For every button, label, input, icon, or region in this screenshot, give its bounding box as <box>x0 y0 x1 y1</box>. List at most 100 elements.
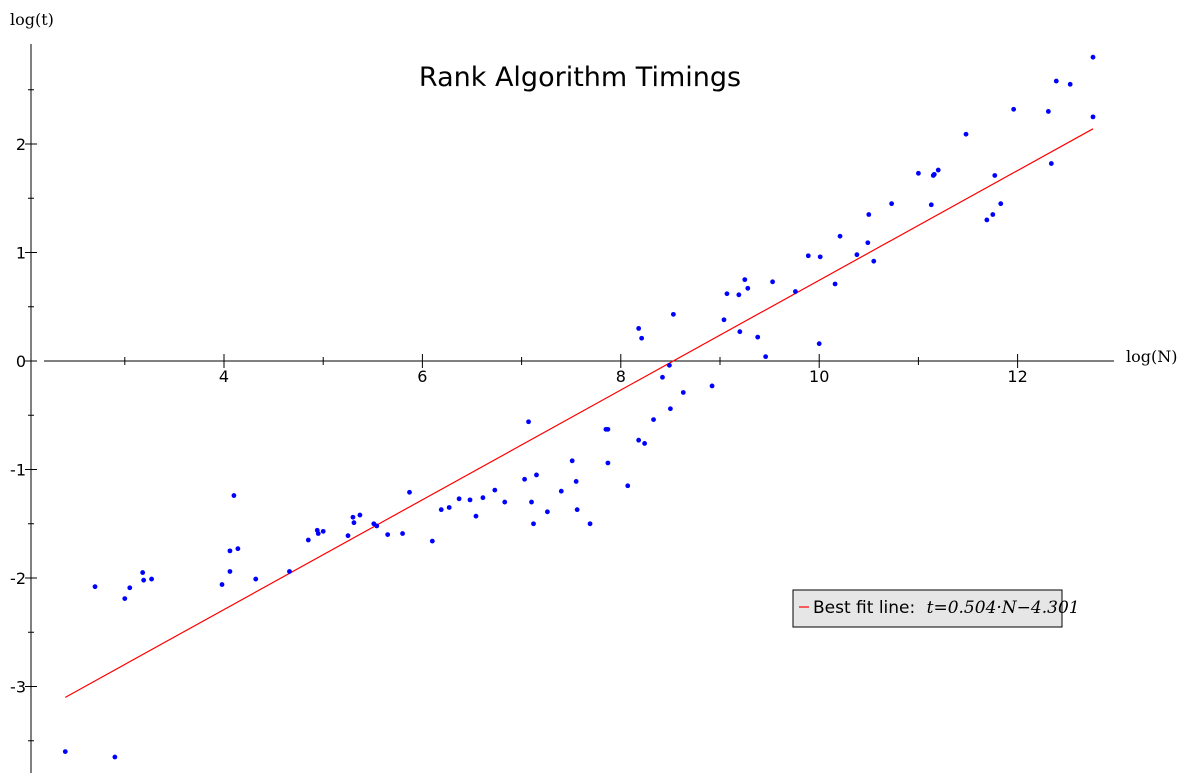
data-point <box>305 537 311 543</box>
legend: Best fit line: t=0.504·N−4.301 <box>792 589 1080 628</box>
data-point <box>625 483 631 489</box>
data-point <box>721 317 727 323</box>
x-tick-label: 6 <box>417 367 427 386</box>
data-point <box>605 460 611 466</box>
legend-formula: t=0.504·N−4.301 <box>927 598 1080 618</box>
data-point <box>235 546 241 552</box>
data-point <box>149 576 154 582</box>
data-point <box>1045 109 1051 114</box>
legend-label-text: Best fit line: <box>813 598 915 618</box>
data-point <box>1011 106 1017 112</box>
data-point <box>140 570 146 575</box>
data-point <box>931 171 937 177</box>
data-point <box>400 531 405 536</box>
data-point <box>473 513 479 519</box>
data-point <box>480 495 486 501</box>
data-point <box>573 479 579 484</box>
data-point <box>127 585 133 591</box>
data-point <box>544 509 550 515</box>
data-point <box>526 419 531 425</box>
data-point <box>574 507 580 513</box>
data-point <box>667 362 672 368</box>
data-point <box>865 240 871 246</box>
data-point <box>231 493 237 498</box>
chart-title: Rank Algorithm Timings <box>419 62 741 93</box>
data-point <box>736 292 742 298</box>
x-tick-label: 8 <box>616 367 626 386</box>
data-point <box>112 754 118 760</box>
data-point <box>92 584 98 590</box>
data-point <box>492 487 498 493</box>
data-point <box>935 167 941 173</box>
data-point <box>1090 114 1096 120</box>
data-point <box>62 749 68 754</box>
data-point <box>817 254 823 260</box>
data-point <box>990 212 996 217</box>
data-point <box>141 577 147 583</box>
x-ticks: 4 6 8 10 12 <box>124 354 1028 386</box>
data-point <box>558 488 564 494</box>
data-point <box>998 201 1004 207</box>
data-point <box>374 523 380 529</box>
data-point <box>531 521 536 527</box>
data-point <box>227 548 233 554</box>
data-point <box>745 285 751 291</box>
y-tick-label: -1 <box>10 461 26 480</box>
data-point <box>522 476 527 482</box>
data-point <box>916 170 921 176</box>
data-point <box>854 252 860 258</box>
best-fit-line <box>64 128 1094 698</box>
data-point <box>122 596 128 602</box>
y-ticks: -3 -2 -1 0 1 2 <box>10 89 37 742</box>
data-point <box>1048 161 1054 166</box>
data-point <box>737 329 743 335</box>
data-point <box>792 289 798 294</box>
data-point <box>889 201 895 207</box>
data-point <box>1053 78 1059 84</box>
data-point <box>832 281 838 287</box>
data-point <box>928 202 934 208</box>
data-point <box>668 406 673 412</box>
points-layer <box>62 54 1096 760</box>
data-point <box>429 538 435 544</box>
x-tick-label: 10 <box>809 367 829 386</box>
data-point <box>357 512 363 518</box>
data-point <box>871 258 877 264</box>
y-tick-label: -2 <box>10 569 26 588</box>
data-point <box>984 217 990 223</box>
data-point <box>651 417 656 422</box>
data-point <box>636 437 642 443</box>
y-tick-label: 2 <box>16 135 26 154</box>
y-tick-label: 0 <box>16 352 26 371</box>
y-axis-label: log(t) <box>10 10 54 29</box>
y-tick-label: 1 <box>16 244 26 263</box>
data-point <box>755 334 761 340</box>
data-point <box>992 173 998 178</box>
data-point <box>446 505 452 510</box>
data-point <box>639 335 645 341</box>
data-point <box>407 489 412 495</box>
legend-label: Best fit line: t=0.504·N−4.301 <box>813 598 1080 618</box>
data-point <box>837 233 843 239</box>
data-point <box>569 458 575 464</box>
data-point <box>709 383 715 389</box>
data-point <box>636 326 642 331</box>
data-point <box>345 533 351 539</box>
data-point <box>805 253 811 259</box>
data-point <box>587 521 593 527</box>
data-point <box>385 532 391 537</box>
data-point <box>350 514 356 520</box>
data-point <box>467 497 473 503</box>
x-axis-label: log(N) <box>1126 347 1177 366</box>
data-point <box>605 426 611 432</box>
legend-box <box>792 589 1063 628</box>
data-point <box>1067 81 1073 87</box>
data-point <box>253 576 259 582</box>
data-point <box>351 520 357 526</box>
data-point <box>1090 54 1096 60</box>
data-point <box>315 531 321 536</box>
x-tick-label: 4 <box>219 367 229 386</box>
fit-line-layer <box>64 128 1094 698</box>
data-point <box>438 507 444 513</box>
